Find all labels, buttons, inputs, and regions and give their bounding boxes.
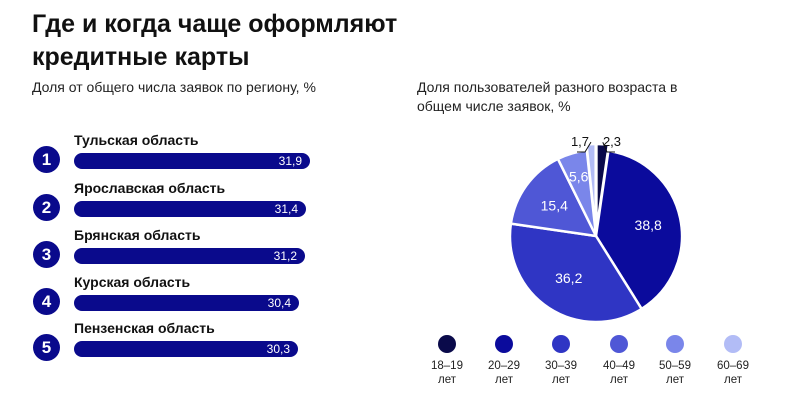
legend-swatch [438,335,456,353]
legend-unit: лет [610,374,628,386]
legend-item: 40–49 лет [593,335,645,387]
legend-swatch [666,335,684,353]
legend-unit: лет [438,374,456,386]
region-name: Ярославская область [74,180,226,196]
region-row: 4 Курская область 30,4 [33,274,299,322]
region-name: Пензенская область [74,320,215,336]
rank-badge: 4 [33,288,60,315]
region-bar: 31,2 [74,248,305,264]
bar-value-label: 31,9 [278,154,302,168]
leader-line [602,142,615,153]
legend-swatch [610,335,628,353]
legend-swatch [724,335,742,353]
bar-value-label: 30,3 [266,342,290,356]
pie-value-label: 15,4 [541,198,568,214]
rank-badge: 1 [33,146,60,173]
legend-unit: лет [724,374,742,386]
pie-value-label: 36,2 [555,270,582,286]
legend-item: 30–39 лет [535,335,587,387]
bar-value-label: 31,2 [273,249,297,263]
region-bar: 31,4 [74,201,306,217]
region-bar: 30,4 [74,295,299,311]
legend-unit: лет [552,374,570,386]
pie-value-label: 2,3 [603,134,621,149]
legend-label: 50–59 [659,360,691,372]
regions-subtitle: Доля от общего числа заявок по региону, … [32,79,316,95]
region-bar: 31,9 [74,153,310,169]
region-name: Брянская область [74,227,201,243]
page-title: Где и когда чаще оформляют кредитные кар… [32,10,398,71]
pie-value-label: 5,6 [569,169,589,185]
legend-unit: лет [666,374,684,386]
region-row: 1 Тульская область 31,9 [33,132,310,180]
leader-line [577,141,592,153]
bar-value-label: 31,4 [274,202,298,216]
bar-value-label: 30,4 [267,296,291,310]
rank-badge: 5 [33,334,60,361]
region-row: 2 Ярославская область 31,4 [33,180,306,228]
age-subtitle: Доля пользователей разного возраста в об… [417,79,678,114]
legend-item: 20–29 лет [478,335,530,387]
legend-unit: лет [495,374,513,386]
rank-badge: 3 [33,241,60,268]
pie-value-label: 1,7 [571,134,589,149]
region-name: Курская область [74,274,191,290]
legend-label: 18–19 [431,360,463,372]
legend-item: 18–19 лет [421,335,473,387]
pie-slice [508,222,643,324]
legend-label: 20–29 [488,360,520,372]
pie-slice [585,142,597,232]
region-row: 3 Брянская область 31,2 [33,227,305,275]
legend-item: 60–69 лет [707,335,759,387]
legend-item: 50–59 лет [649,335,701,387]
pie-slice [509,157,598,238]
legend-label: 60–69 [717,360,749,372]
region-name: Тульская область [74,132,199,148]
rank-badge: 2 [33,194,60,221]
legend-swatch [552,335,570,353]
legend-label: 40–49 [603,360,635,372]
pie-value-label: 38,8 [635,217,662,233]
region-row: 5 Пензенская область 30,3 [33,320,298,368]
legend-swatch [495,335,513,353]
legend-label: 30–39 [545,360,577,372]
region-bar: 30,3 [74,341,298,357]
